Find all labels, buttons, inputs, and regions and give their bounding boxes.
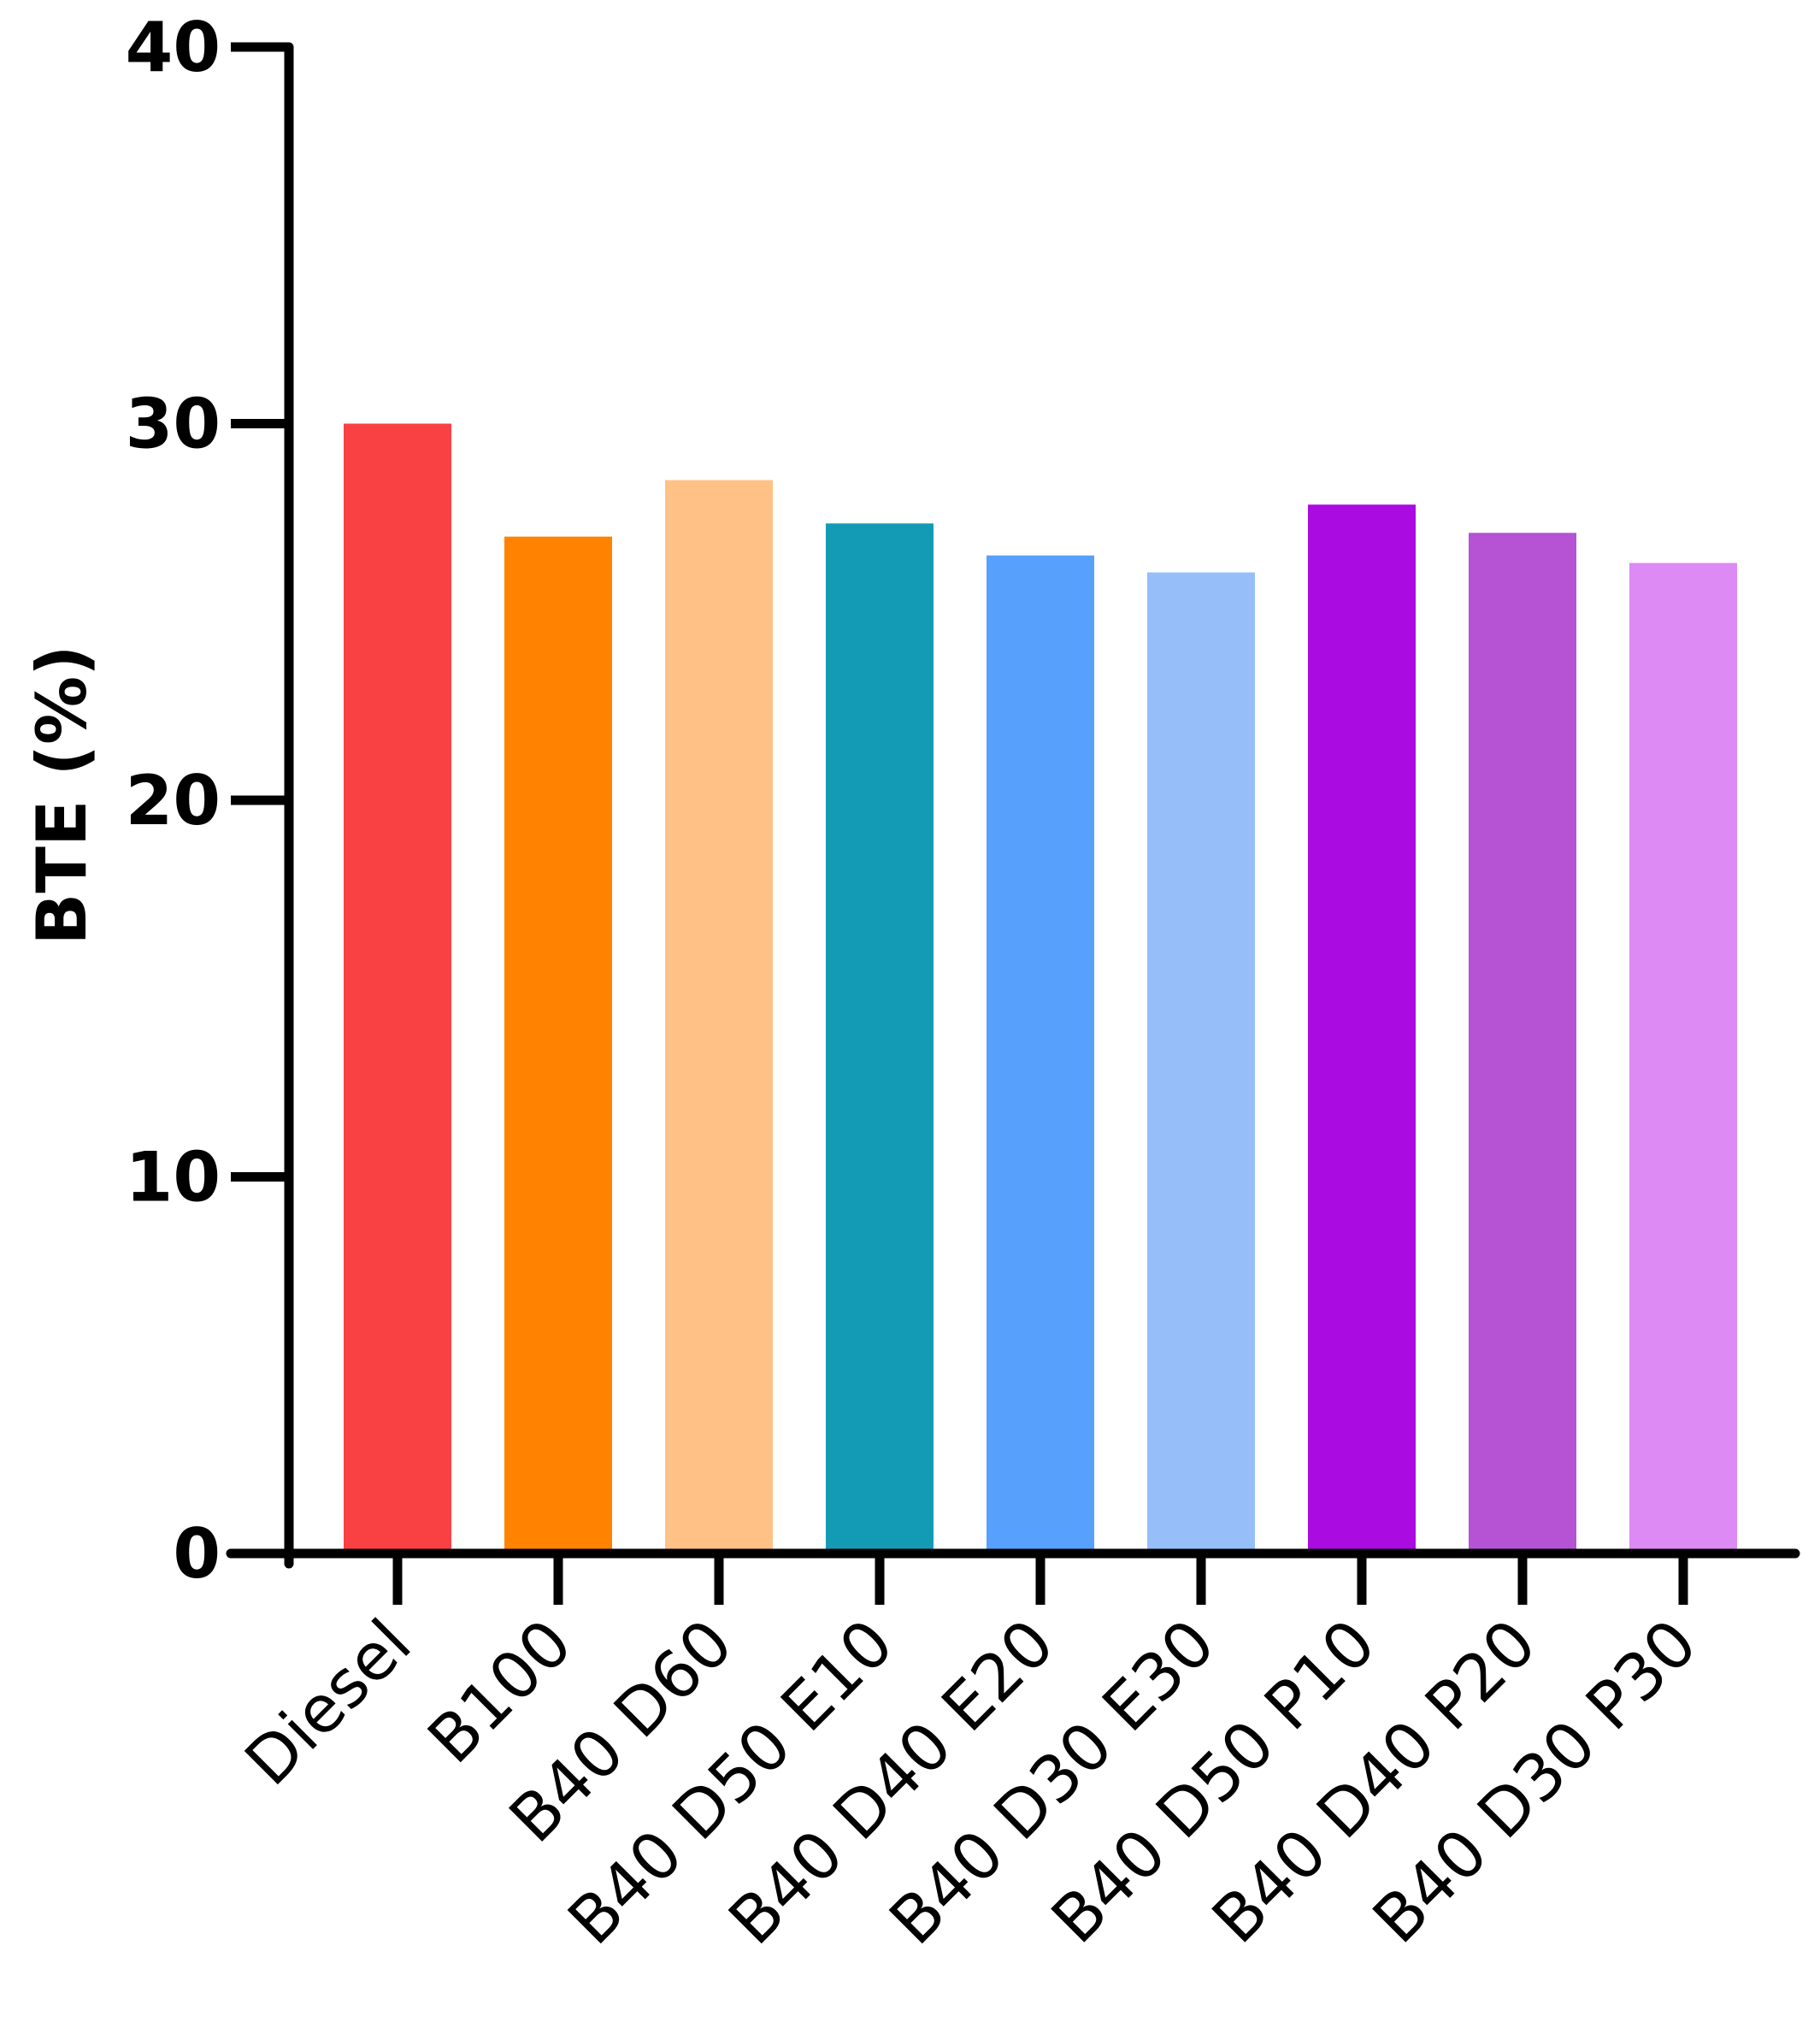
- y-tick-label: 10: [126, 1138, 221, 1217]
- bar-b40-d40-e20: [987, 555, 1094, 1553]
- bar-b40-d30-e30: [1147, 572, 1255, 1553]
- y-tick-label: 30: [126, 385, 221, 464]
- x-tick-label: Diesel: [230, 1605, 425, 1800]
- y-axis-title: BTE (%): [22, 645, 102, 945]
- y-tick-label: 20: [126, 761, 221, 840]
- y-tick-label: 40: [126, 8, 221, 87]
- bar-b40-d40-p20: [1469, 533, 1576, 1553]
- y-ticks: 0 10 20 30 40: [126, 8, 289, 1594]
- bar-b40-d30-p30: [1629, 563, 1737, 1553]
- bar-b40-d50-p10: [1308, 504, 1416, 1553]
- bar-b40-d60: [665, 480, 773, 1554]
- bar-b40-d50-e10: [826, 523, 934, 1554]
- bars: [344, 423, 1737, 1554]
- bar-diesel: [344, 423, 451, 1553]
- axes: [226, 42, 1800, 1569]
- y-tick-label: 0: [173, 1514, 221, 1594]
- bar-b100: [504, 536, 612, 1553]
